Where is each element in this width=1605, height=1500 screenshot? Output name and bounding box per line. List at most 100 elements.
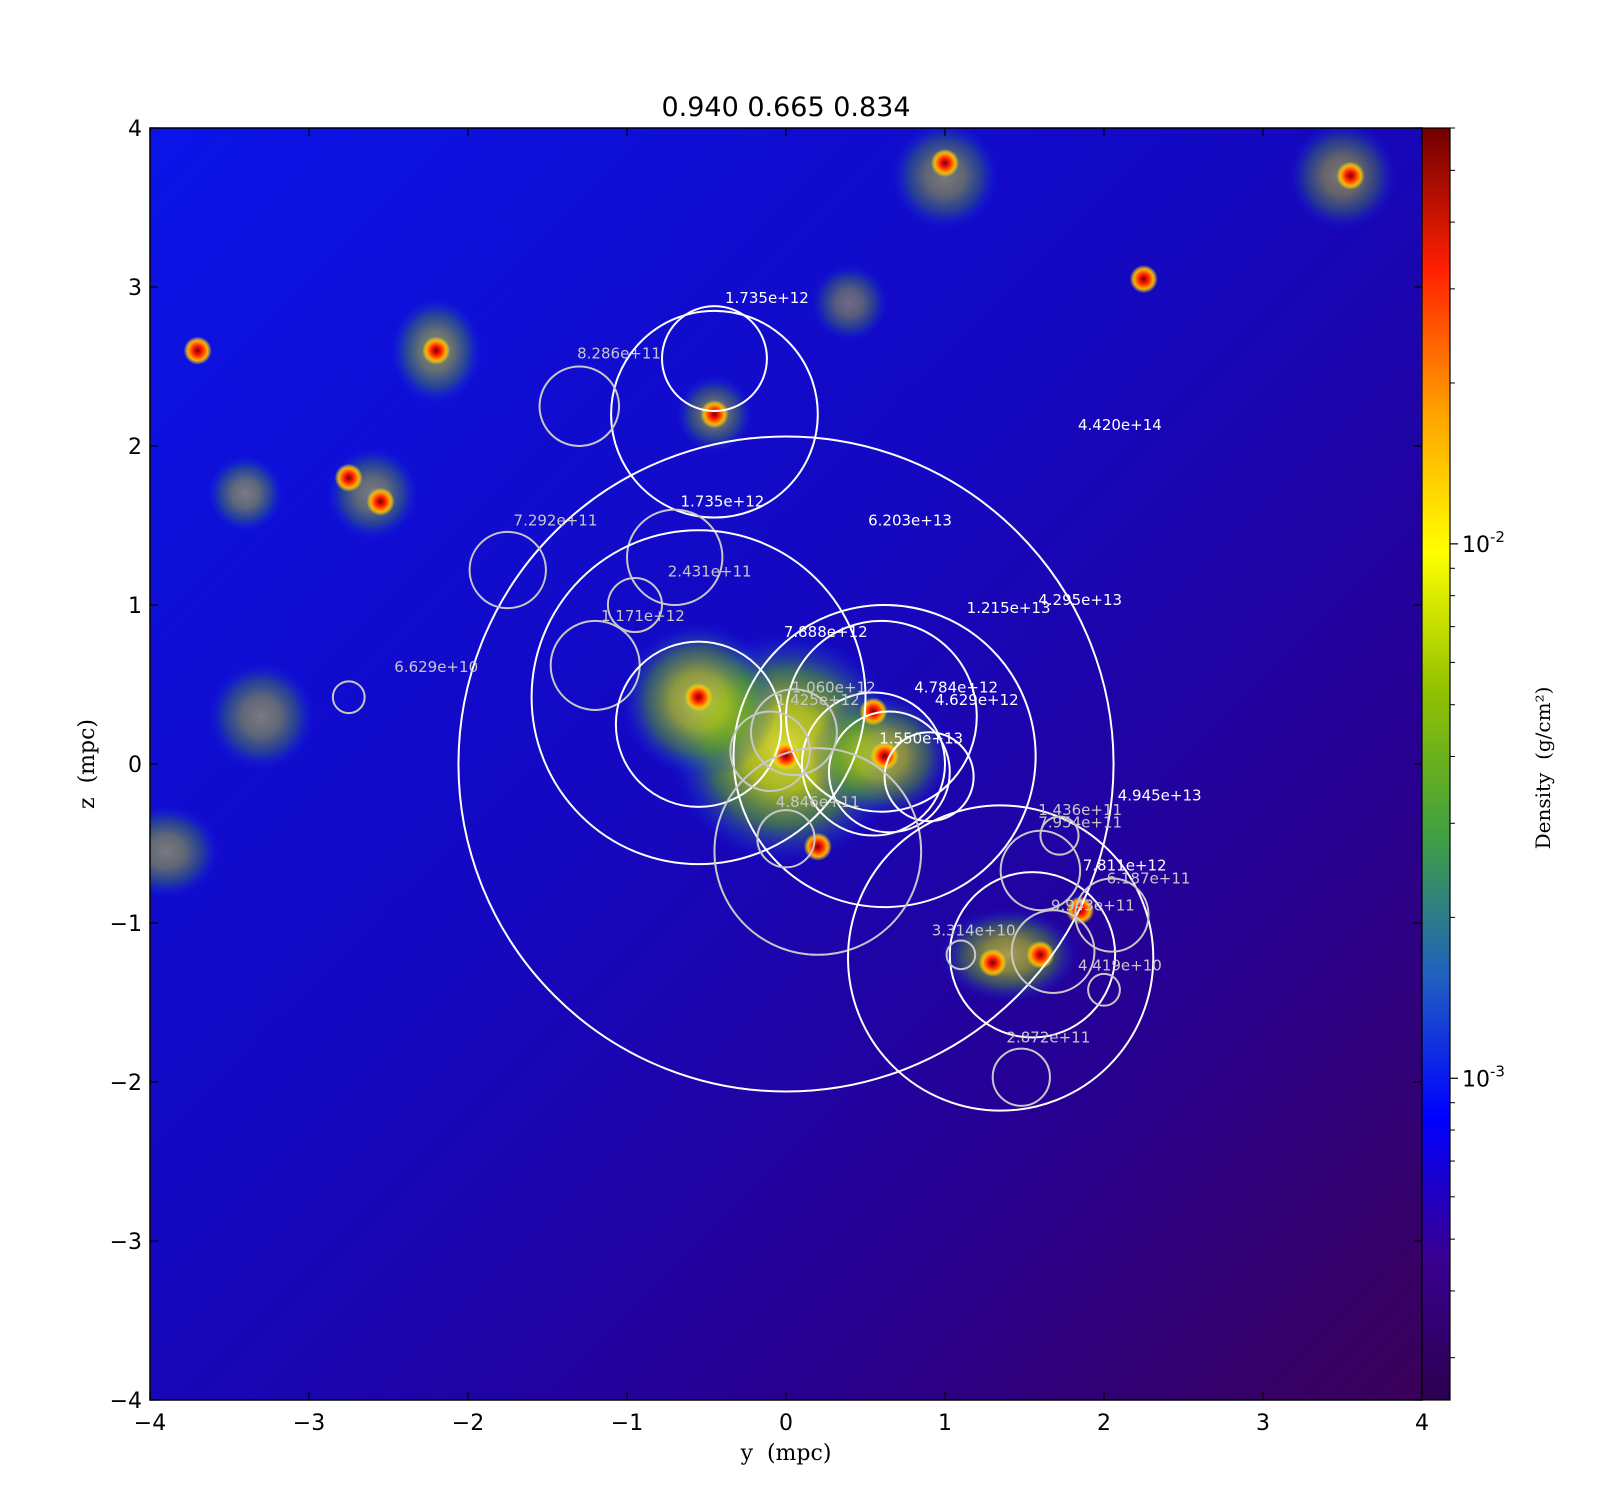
y-tick-label-0: −4: [110, 1389, 142, 1414]
x-tick-label-3: −1: [611, 1411, 643, 1436]
y-tick-label-5: 1: [128, 594, 142, 619]
halo-circle-26: [945, 939, 977, 971]
x-axis-ticks: −4 −3 −2 −1 0 1 2 3 4: [134, 128, 1429, 1436]
halo-circle-14: [827, 710, 951, 834]
dense-core-7: [1129, 265, 1158, 294]
halo-mass-label-0: 4.420e+14: [1078, 416, 1162, 434]
y-tick-label-2: −2: [110, 1071, 142, 1096]
halo-circle-28: [991, 1047, 1051, 1107]
x-tick-label-7: 3: [1256, 1411, 1270, 1436]
halo-circle-12: [785, 619, 978, 813]
halo-mass-label-17: 1.425e+12: [776, 691, 860, 709]
x-tick-label-8: 4: [1415, 1411, 1429, 1436]
y-tick-label-3: −1: [110, 912, 142, 937]
plot-area: 4.420e+14 1.735e+12 1.735e+12 8.286e+11 7.29…: [150, 128, 1422, 1400]
dense-core-2: [334, 463, 363, 492]
halo-mass-label-1: 1.735e+12: [680, 492, 764, 510]
halo-circle-6: [606, 576, 663, 634]
halo-circle-13: [800, 691, 947, 837]
halo-mass-label-6: 1.171e+12: [601, 607, 685, 625]
x-tick-label-6: 2: [1097, 1411, 1111, 1436]
halo-circle-0: [457, 435, 1115, 1093]
colorbar-tick-label-1: 10-3: [1462, 1062, 1505, 1092]
halo-circle-9: [530, 529, 867, 866]
halo-mass-label-18: 4.846e+11: [776, 793, 860, 811]
halo-mass-label-20: 4.945e+13: [1118, 787, 1202, 805]
density-blob-7: [205, 453, 286, 534]
halo-circle-23: [1039, 815, 1080, 856]
halo-mass-label-14: 4.629e+12: [935, 691, 1019, 709]
density-blob-10: [809, 263, 890, 343]
halo-circle-2: [660, 305, 768, 413]
colorbar-ticks: 10-2 10-3: [1450, 127, 1505, 1359]
halo-mass-label-2: 1.735e+12: [725, 289, 809, 307]
halo-mass-label-28: 2.872e+11: [1006, 1028, 1090, 1046]
halo-circle-10: [614, 640, 783, 808]
halo-circle-5: [626, 508, 724, 606]
halo-mass-label-9: 6.203e+13: [868, 512, 952, 530]
halo-circle-1: [610, 309, 819, 519]
density-blob-5: [205, 660, 317, 772]
colorbar: 10-2 10-3 Density (g/cm²): [1421, 127, 1555, 1401]
halo-mass-label-16: 1.060e+12: [792, 678, 876, 696]
halo-circle-21: [948, 871, 1117, 1039]
halo-circle-15: [883, 731, 975, 823]
colorbar-label: Density (g/cm²): [1531, 687, 1555, 850]
halo-mass-label-24: 6.187e+11: [1107, 869, 1191, 887]
x-tick-label-0: −4: [134, 1411, 166, 1436]
dense-core-4: [700, 400, 729, 429]
y-tick-label-7: 3: [128, 276, 142, 301]
dense-core-14: [1026, 940, 1055, 969]
halo-circle-18: [713, 747, 923, 956]
dense-core-11: [859, 697, 888, 726]
density-blob-3: [937, 907, 1081, 1003]
halo-mass-label-13: 4.784e+12: [914, 678, 998, 696]
halo-mass-label-10: 7.888e+12: [784, 623, 868, 641]
dense-core-9: [772, 742, 800, 771]
halo-mass-label-15: 1.550e+13: [879, 729, 963, 747]
halo-mass-label-5: 2.431e+11: [668, 562, 752, 580]
halo-mass-label-11: 4.295e+13: [1038, 591, 1122, 609]
x-tick-label-4: 0: [779, 1411, 793, 1436]
y-tick-label-4: 0: [128, 753, 142, 778]
density-blob-8: [889, 128, 1001, 232]
dense-cores: [183, 148, 1365, 977]
halo-mass-label-12: 1.215e+13: [967, 599, 1051, 617]
halo-circle-27: [1087, 972, 1121, 1007]
y-tick-label-8: 4: [128, 117, 142, 142]
halo-circle-4: [468, 530, 547, 610]
halo-mass-label-25: 9.943e+11: [1051, 896, 1135, 914]
y-tick-label-1: −3: [110, 1230, 142, 1255]
density-blobs: [150, 128, 1399, 1003]
halo-circle-8: [331, 680, 366, 715]
x-axis-label: y (mpc): [740, 1441, 832, 1466]
y-axis-label: z (mpc): [75, 719, 100, 809]
x-tick-label-2: −2: [452, 1411, 484, 1436]
dense-core-6: [1336, 161, 1365, 190]
dense-core-10: [870, 742, 899, 771]
colorbar-tick-label-0: 10-2: [1462, 528, 1505, 558]
halo-circle-19: [756, 809, 816, 869]
halo-mass-label-26: 3.314e+10: [932, 922, 1016, 940]
halo-circle-17: [729, 710, 811, 793]
dense-core-0: [183, 336, 212, 365]
halo-circle-3: [538, 365, 621, 447]
x-tick-label-1: −3: [293, 1411, 325, 1436]
y-tick-label-6: 2: [128, 435, 142, 460]
x-tick-label-5: 1: [938, 1411, 952, 1436]
halo-mass-labels: 4.420e+14 1.735e+12 1.735e+12 8.286e+11 7.29…: [394, 289, 1201, 1046]
dense-core-8: [684, 683, 713, 712]
halo-mass-label-27: 4.419e+10: [1078, 957, 1162, 975]
halo-mass-label-3: 8.286e+11: [577, 345, 661, 363]
halo-mass-label-4: 7.292e+11: [514, 512, 598, 530]
y-axis-ticks: −4 −3 −2 −1 0 1 2 3 4: [110, 117, 1422, 1414]
halo-mass-label-23: 1.436e+11: [1038, 801, 1122, 819]
halo-mass-label-8: 6.629e+10: [394, 658, 478, 676]
dense-core-5: [931, 148, 959, 177]
halo-mass-label-22: 7.954e+11: [1038, 814, 1122, 832]
dense-core-13: [978, 948, 1007, 977]
halo-circle-24: [1074, 877, 1150, 953]
halo-mass-label-21: 7.811e+12: [1083, 857, 1167, 875]
colorbar-bar: [1421, 127, 1451, 1401]
